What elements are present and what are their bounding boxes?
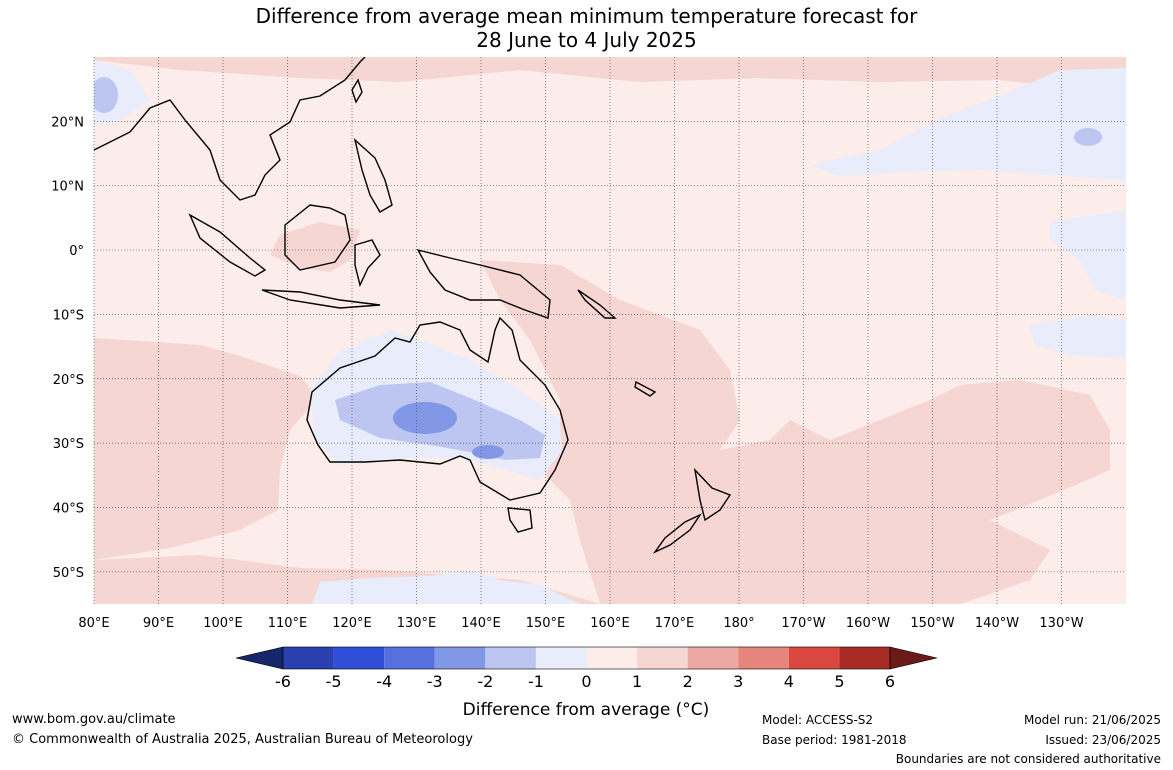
longitude-label: 80°E — [78, 616, 109, 631]
coastline-sumatra — [188, 213, 267, 277]
coastline-australia — [306, 316, 569, 501]
footer-boundaries: Boundaries are not considered authoritat… — [895, 752, 1161, 766]
colorbar-swatch — [434, 647, 486, 669]
footer-issued: Issued: 23/06/2025 — [1045, 733, 1161, 747]
coastline-philippines — [353, 137, 393, 213]
colorbar-swatch — [485, 647, 536, 669]
colorbar-label: Difference from average (°C) — [463, 700, 710, 720]
latitude-label: 10°S — [53, 308, 84, 323]
anomaly-cool-se-pacific — [1030, 315, 1126, 358]
longitude-label: 170°W — [781, 616, 825, 631]
anomaly-cool-southern-ocean — [312, 570, 580, 604]
coastline-borneo — [284, 204, 351, 271]
anomaly-cool-north-pacific — [810, 68, 1126, 180]
latitude-labels: 20°N 10°N 0° 10°S 20°S 30°S 40°S 50°S — [51, 115, 84, 580]
colorbar-tick-label: -6 — [275, 672, 291, 691]
colorbar-extend-low — [235, 646, 284, 670]
colorbar-tick-label: -4 — [376, 672, 392, 691]
colorbar-frame — [282, 646, 891, 670]
colorbar-tick-label: 1 — [632, 672, 642, 691]
colorbar-swatch — [586, 647, 638, 669]
anomaly-cool-australia-4 — [472, 445, 504, 459]
anomaly-cool-pacific-spot — [1074, 128, 1102, 146]
longitude-label: 150°W — [910, 616, 954, 631]
colorbar-tick-label: -1 — [528, 672, 544, 691]
colorbar-extend-high — [889, 646, 938, 670]
coastline-taiwan — [351, 78, 363, 104]
colorbar-tick-label: 4 — [784, 672, 794, 691]
longitude-label: 100°E — [203, 616, 243, 631]
colorbar-swatch — [283, 647, 334, 669]
coastline-solomons — [577, 289, 617, 319]
coastline-new-guinea — [416, 248, 551, 319]
longitude-label: 150°E — [526, 616, 566, 631]
colorbar-swatch — [788, 647, 840, 669]
coastline-nz-south — [652, 513, 702, 554]
coastline-java — [261, 289, 381, 309]
anomaly-warm-pacific — [480, 260, 1110, 604]
longitude-label: 180° — [723, 616, 754, 631]
anomaly-field — [94, 57, 1126, 604]
colorbar-tick-label: 5 — [834, 672, 844, 691]
longitude-label: 170°E — [655, 616, 695, 631]
latitude-label: 50°S — [53, 566, 84, 581]
longitude-label: 130°E — [397, 616, 437, 631]
coastline-asia-mainland — [94, 57, 366, 201]
coastline-tasmania — [507, 507, 533, 533]
latitude-label: 20°N — [51, 115, 84, 130]
colorbar-tick-label: -3 — [427, 672, 443, 691]
colorbar-swatch — [687, 647, 739, 669]
colorbar-tick-label: -2 — [477, 672, 493, 691]
map-title-line1: Difference from average mean minimum tem… — [255, 4, 918, 28]
latitude-label: 0° — [69, 244, 84, 259]
footer-model-run: Model run: 21/06/2025 — [1023, 713, 1161, 727]
colorbar-tick-label: -5 — [326, 672, 342, 691]
footer-base-period: Base period: 1981-2018 — [762, 733, 907, 747]
longitude-label: 160°E — [590, 616, 630, 631]
coastline-new-caledonia — [634, 380, 657, 397]
latitude-label: 20°S — [53, 373, 84, 388]
colorbar-tick-label: 6 — [885, 672, 895, 691]
coastline-sulawesi — [354, 239, 381, 288]
footer-model: Model: ACCESS-S2 — [762, 713, 874, 727]
latitude-label: 30°S — [53, 437, 84, 452]
longitude-label: 160°W — [846, 616, 890, 631]
colorbar-tick-label: 3 — [733, 672, 743, 691]
latitude-label: 40°S — [53, 501, 84, 516]
longitude-label: 120°E — [332, 616, 372, 631]
longitude-label: 110°E — [268, 616, 308, 631]
longitude-label: 140°E — [461, 616, 501, 631]
longitude-labels: 80°E 90°E 100°E 110°E 120°E 130°E 140°E 150°E 16… — [78, 616, 1083, 631]
coastlines — [94, 57, 732, 554]
footer-url: www.bom.gov.au/climate — [12, 712, 176, 727]
colorbar-swatch — [333, 647, 385, 669]
anomaly-cool-east-pacific — [1050, 210, 1126, 300]
coastline-nz-north — [693, 467, 732, 522]
colorbar-tick-label: 2 — [683, 672, 693, 691]
latitude-label: 10°N — [51, 180, 84, 195]
anomaly-warm-west-indian — [94, 338, 318, 560]
colorbar-swatch — [839, 647, 890, 669]
longitude-label: 130°W — [1039, 616, 1083, 631]
map-title-line2: 28 June to 4 July 2025 — [476, 28, 697, 52]
colorbar: -6 -5 -4 -3 -2 -1 0 1 2 3 4 5 6 — [235, 646, 938, 691]
colorbar-swatch — [535, 647, 587, 669]
colorbar-swatch — [738, 647, 789, 669]
longitude-label: 140°W — [975, 616, 1019, 631]
anomaly-cool-asia-core — [94, 77, 118, 113]
footer-copyright: © Commonwealth of Australia 2025, Austra… — [12, 732, 473, 747]
colorbar-swatch — [384, 647, 435, 669]
graticule — [93, 57, 1126, 604]
anomaly-cool-australia-3 — [393, 402, 457, 434]
colorbar-swatch — [637, 647, 688, 669]
colorbar-tick-label: 0 — [581, 672, 591, 691]
longitude-label: 90°E — [143, 616, 174, 631]
